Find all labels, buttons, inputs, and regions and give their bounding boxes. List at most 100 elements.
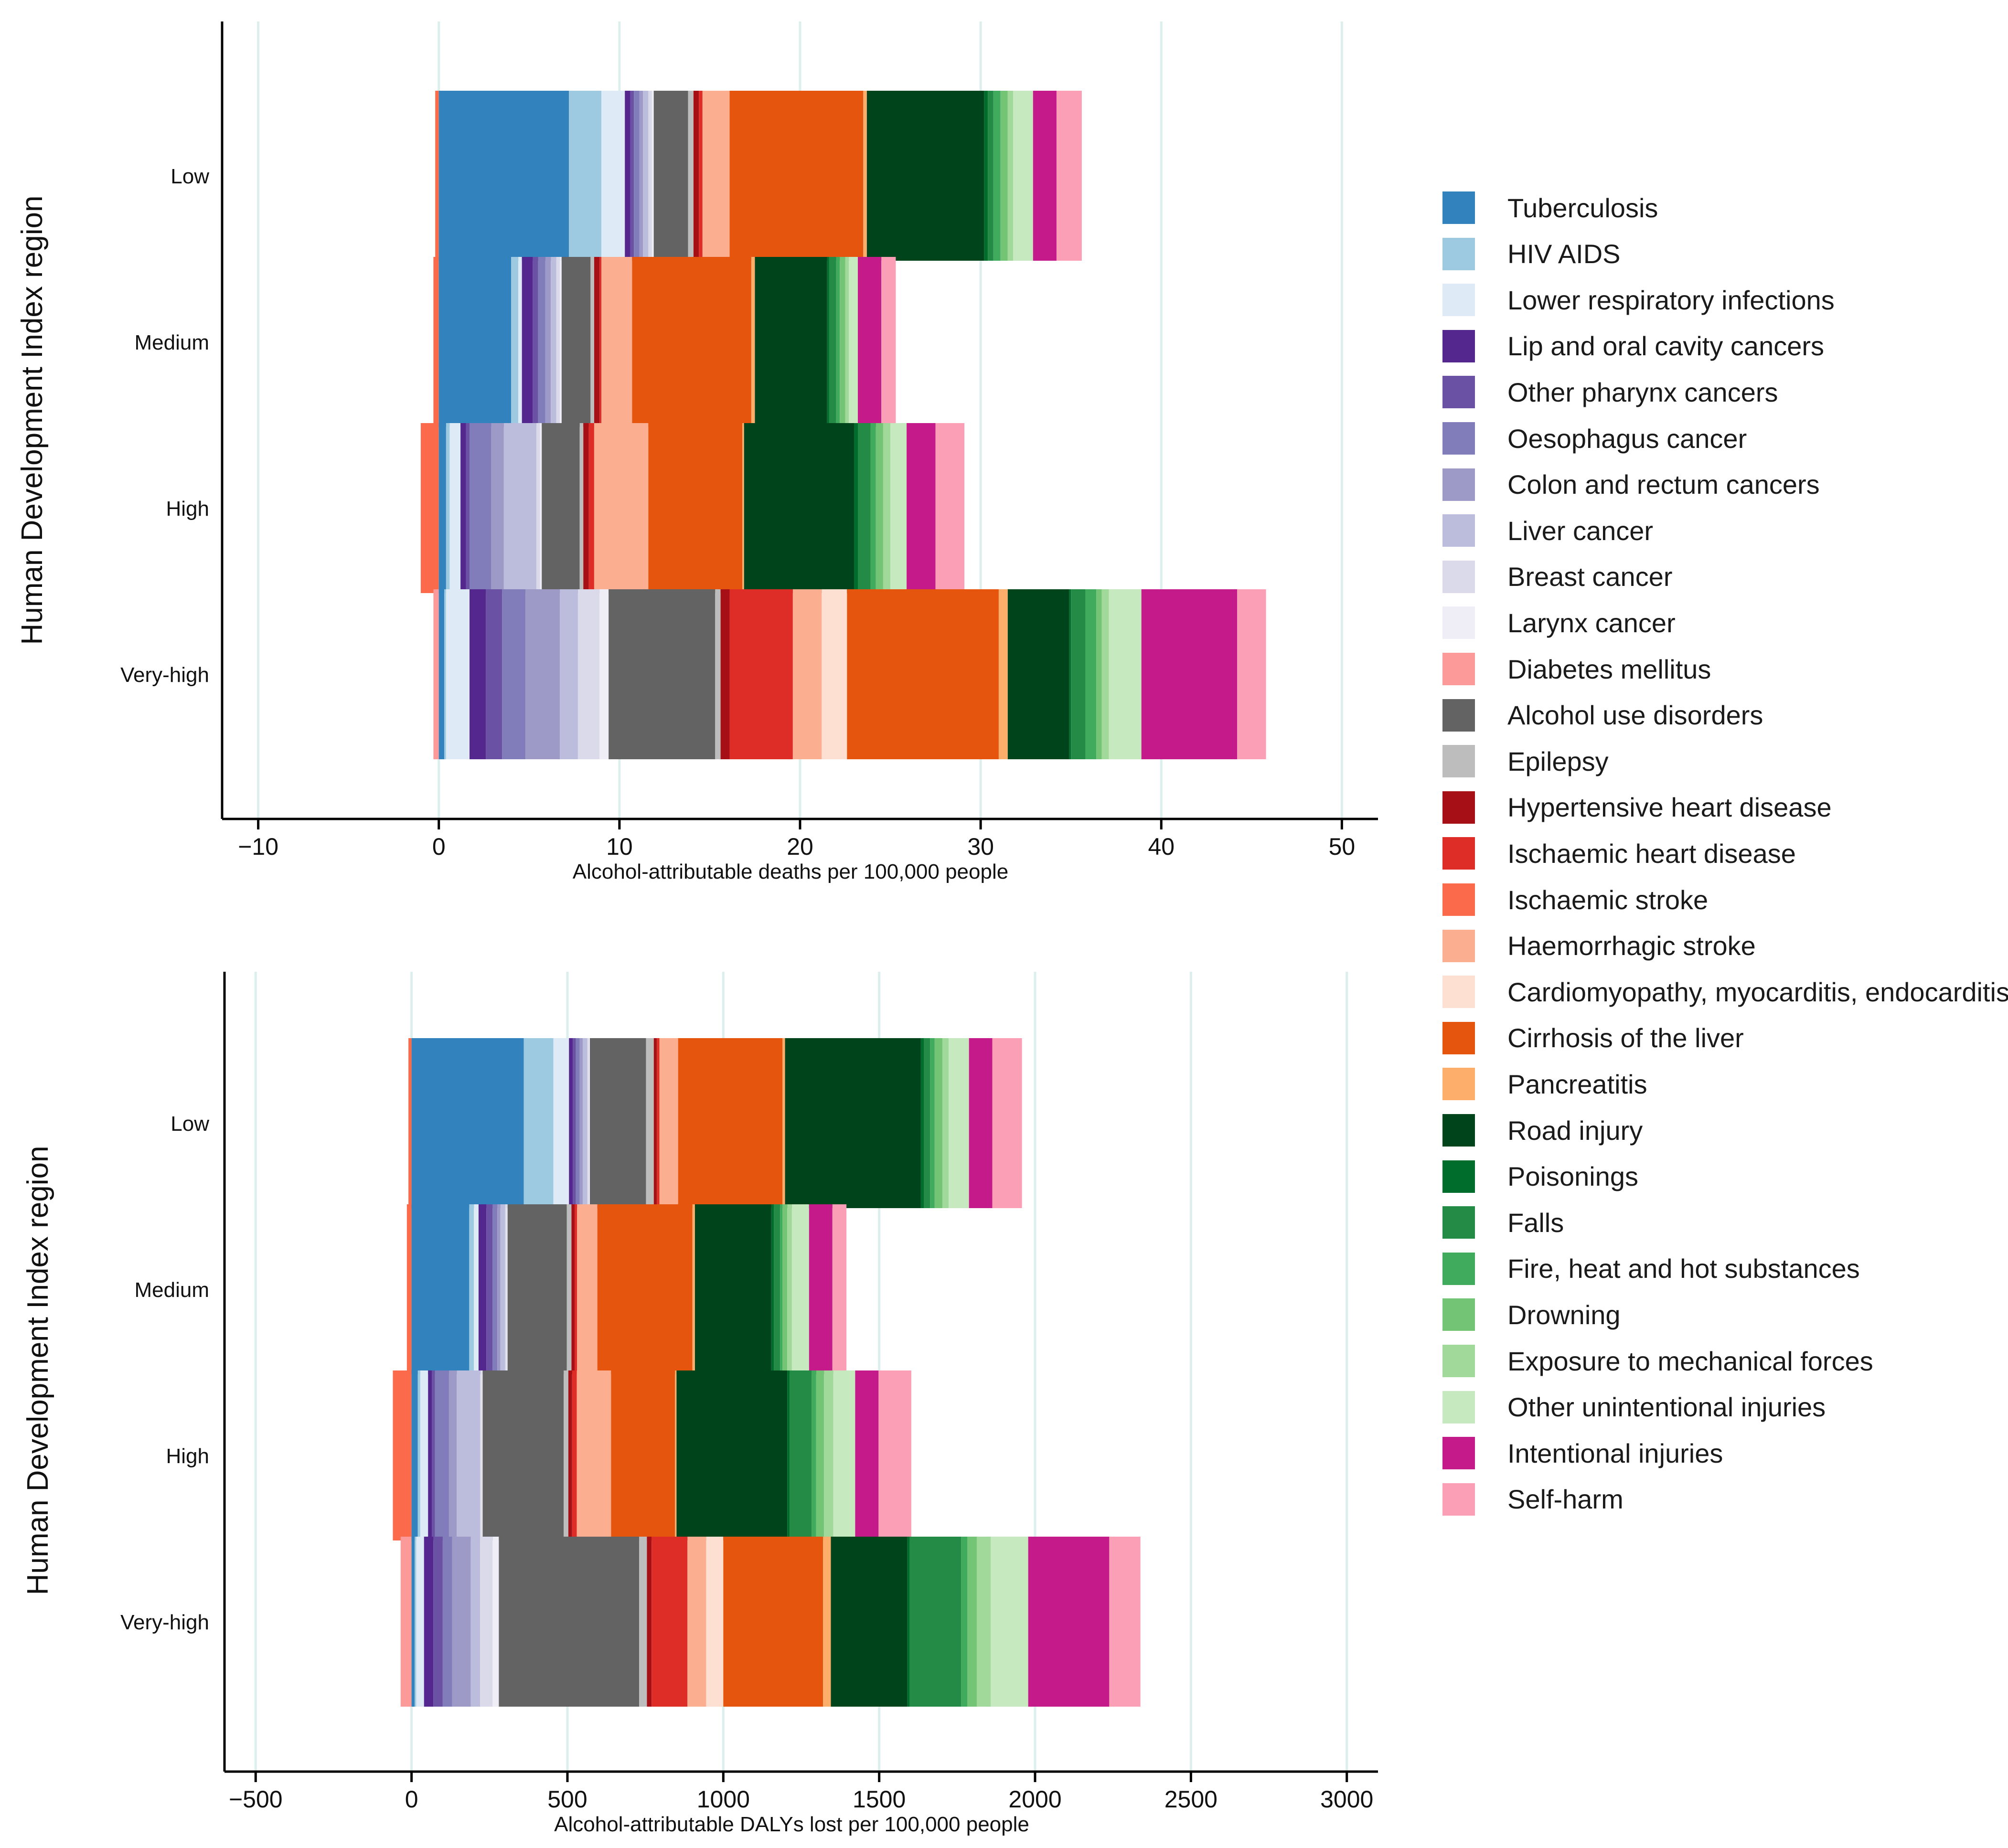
chart-1-bar-high-other-pharynx-cancers [466,423,470,593]
legend-label: Tuberculosis [1507,192,1658,223]
chart-2-bar-low-ischaemic-heart-disease [657,1038,660,1208]
chart-2-bar-very-high-alcohol-use-disorders [499,1537,640,1707]
chart-1-bar-low-self-harm [1056,91,1082,261]
chart-2-bar-high-haemorrhagic-stroke [577,1370,611,1540]
legend-label: Diabetes mellitus [1507,654,1711,684]
legend-label: Ischaemic stroke [1507,884,1709,915]
legend-item-fire-heat-and-hot-substances: Fire, heat and hot substances [1442,1252,1860,1285]
legend-swatch [1442,791,1475,824]
chart-1-bar-medium-cirrhosis-of-the-liver [632,257,751,427]
legend-item-ischaemic-heart-disease: Ischaemic heart disease [1442,837,1796,870]
chart-1-bar-medium-drowning [840,257,845,427]
chart-2-bar-high-hypertensive-heart-disease [568,1370,572,1540]
chart-2-bar-very-high-other-pharynx-cancers [433,1537,443,1707]
legend-swatch [1442,468,1475,501]
legend-swatch [1442,699,1475,732]
chart-2-bar-very-high-hiv-aids [415,1537,417,1707]
chart-1-bar-very-high-diabetes-mellitus [433,589,439,759]
legend-label: Oesophagus cancer [1507,423,1747,454]
chart-2-bar-high-pancreatitis [675,1370,677,1540]
chart-1-bar-high-colon-and-rectum-cancers [491,423,504,593]
legend-item-cirrhosis-of-the-liver: Cirrhosis of the liver [1442,1021,1744,1055]
legend-item-breast-cancer: Breast cancer [1442,560,1673,594]
chart-1-x-tick-label: 50 [1329,833,1356,860]
legend-item-lower-respiratory-infections: Lower respiratory infections [1442,283,1835,317]
chart-1-x-tick-label: 0 [432,833,446,860]
chart-2-bar-low-tuberculosis [411,1038,524,1208]
legend-item-road-injury: Road injury [1442,1114,1643,1147]
chart-1-bar-low-falls [988,91,993,261]
chart-1-bar-medium-alcohol-use-disorders [561,257,591,427]
legend-item-hypertensive-heart-disease: Hypertensive heart disease [1442,791,1832,824]
chart-1-bar-medium-epilepsy [590,257,594,427]
chart-1-x-tick-label: −10 [238,833,278,860]
chart-2-bar-very-high-breast-cancer [480,1537,493,1707]
legend-item-hiv-aids: HIV AIDS [1442,237,1621,271]
chart-1-bar-very-high-haemorrhagic-stroke [792,589,822,759]
chart-1-bar-high-self-harm [935,423,965,593]
legend-item-drowning: Drowning [1442,1298,1621,1331]
chart-1-bar-medium-hypertensive-heart-disease [594,257,600,427]
chart-1-bar-very-high-lip-and-oral-cavity-cancers [470,589,486,759]
legend-label: Cirrhosis of the liver [1507,1023,1744,1053]
chart-2-x-tick-label: 2500 [1164,1786,1218,1813]
chart-2-bar-medium-lower-respiratory-infections [474,1204,479,1374]
legend-swatch [1442,745,1475,778]
legend-label: Larynx cancer [1507,607,1676,638]
chart-2-bar-high-ischaemic-stroke [393,1370,412,1540]
chart-1-bar-high-larynx-cancer [540,423,542,593]
chart-1-bar-very-high-intentional-injuries [1141,589,1238,759]
chart-1-bar-low-ischaemic-stroke [435,91,439,261]
chart-2-bar-high-epilepsy [564,1370,568,1540]
chart-2-bar-high-self-harm [878,1370,911,1540]
chart-1-y-axis-label: Human Development Index region [16,196,49,645]
legend-swatch [1442,422,1475,455]
legend-swatch [1442,606,1475,639]
legend-item-liver-cancer: Liver cancer [1442,514,1653,547]
chart-1-x-axis-label: Alcohol-attributable deaths per 100,000 … [573,860,1008,883]
chart-2-bar-medium-self-harm [832,1204,847,1374]
legend-label: Ischaemic heart disease [1507,838,1796,869]
chart-2-bar-low-haemorrhagic-stroke [659,1038,678,1208]
chart-2-bar-very-high-cardiomyopathy-myocarditis-endocarditis [706,1537,724,1707]
chart-1-bar-high-ischaemic-heart-disease [588,423,594,593]
chart-1-bar-very-high-cirrhosis-of-the-liver [847,589,999,759]
chart-2-bar-low-breast-cancer [587,1038,589,1208]
chart-2-bar-medium-epilepsy [566,1204,572,1374]
legend-swatch [1442,1206,1475,1239]
chart-2-bar-high-fire-heat-and-hot-substances [812,1370,816,1540]
chart-1-bar-medium-road-injury [755,257,827,427]
chart-2-bar-medium-lip-and-oral-cavity-cancers [478,1204,487,1374]
chart-1-bar-low-lip-and-oral-cavity-cancers [625,91,630,261]
chart-1-bar-high-breast-cancer [536,423,540,593]
chart-2-bar-medium-other-pharynx-cancers [486,1204,493,1374]
chart-2-category-label: High [166,1444,210,1468]
legend-label: Other unintentional injuries [1507,1392,1826,1423]
chart-2-bar-low-other-pharynx-cancers [573,1038,576,1208]
chart-2-bar-high-other-unintentional-injuries [833,1370,855,1540]
chart-2-bar-high-hiv-aids [417,1370,420,1540]
chart-1-bar-high-pancreatitis [742,423,744,593]
chart-1-bar-medium-poisonings [827,257,829,427]
chart-1-bar-low-colon-and-rectum-cancers [639,91,643,261]
chart-2-bar-low-epilepsy [646,1038,654,1208]
chart-1-bar-high-ischaemic-stroke [420,423,439,593]
chart-1-bar-very-high-hiv-aids [444,589,446,759]
chart-2-bar-very-high-falls [909,1537,961,1707]
legend-label: Drowning [1507,1299,1621,1330]
chart-1-bar-medium-hiv-aids [511,257,519,427]
chart-2-bar-medium-liver-cancer [500,1204,505,1374]
legend-label: Other pharynx cancers [1507,377,1778,407]
chart-1-bar-low-other-pharynx-cancers [630,91,634,261]
chart-1-bar-low-pancreatitis [863,91,867,261]
chart-2-bar-very-high-self-harm [1109,1537,1141,1707]
legend-swatch [1442,1391,1475,1423]
chart-1-bar-very-high-oesophagus-cancer [502,589,526,759]
chart-1-x-tick-label: 10 [606,833,633,860]
chart-2-bar-high-other-pharynx-cancers [432,1370,435,1540]
legend-label: Self-harm [1507,1484,1623,1515]
legend-item-other-pharynx-cancers: Other pharynx cancers [1442,375,1778,409]
chart-2-bar-very-high-epilepsy [639,1537,647,1707]
legend-label: Exposure to mechanical forces [1507,1346,1873,1376]
